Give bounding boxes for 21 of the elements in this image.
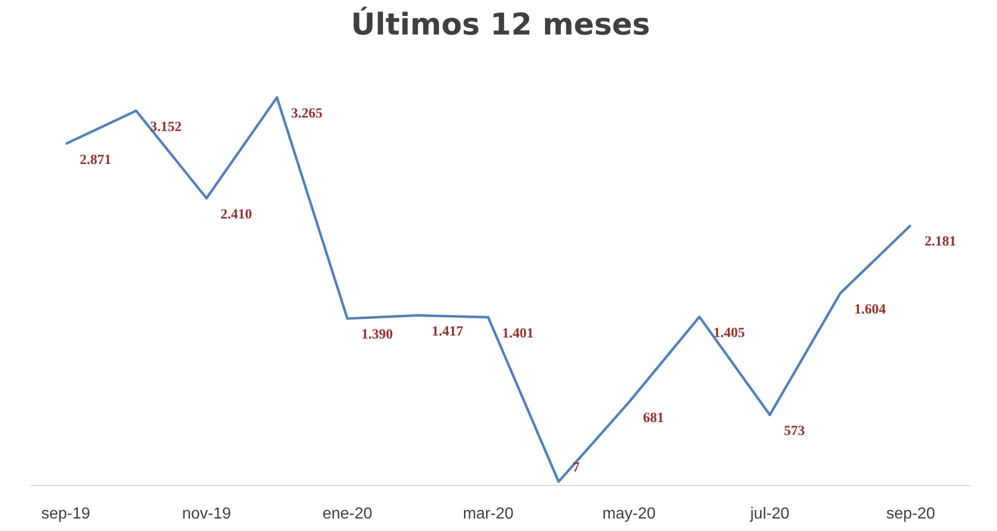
chart-title: Últimos 12 meses: [350, 6, 650, 42]
x-tick-label: jul-20: [749, 506, 790, 522]
data-label: 1.417: [432, 324, 464, 340]
x-tick-label: ene-20: [322, 506, 372, 522]
data-label: 681: [643, 411, 664, 426]
x-tick-label: may-20: [602, 506, 656, 522]
data-label: 1.405: [713, 326, 745, 341]
data-label: 2.181: [924, 234, 956, 250]
data-label: 7: [572, 460, 580, 476]
x-tick-label: mar-20: [462, 506, 514, 522]
x-tick-label: nov-19: [182, 506, 232, 522]
data-label: 3.152: [150, 120, 182, 135]
data-label: 573: [784, 424, 805, 439]
data-label: 2.410: [220, 207, 252, 222]
x-tick-label: sep-19: [41, 506, 90, 522]
x-tick-label: sep-20: [886, 506, 936, 522]
data-label: 1.401: [502, 326, 534, 342]
data-label: 1.604: [854, 302, 886, 318]
data-label: 1.390: [361, 328, 393, 343]
data-label: 3.265: [290, 106, 322, 122]
data-label: 2.871: [80, 152, 112, 168]
